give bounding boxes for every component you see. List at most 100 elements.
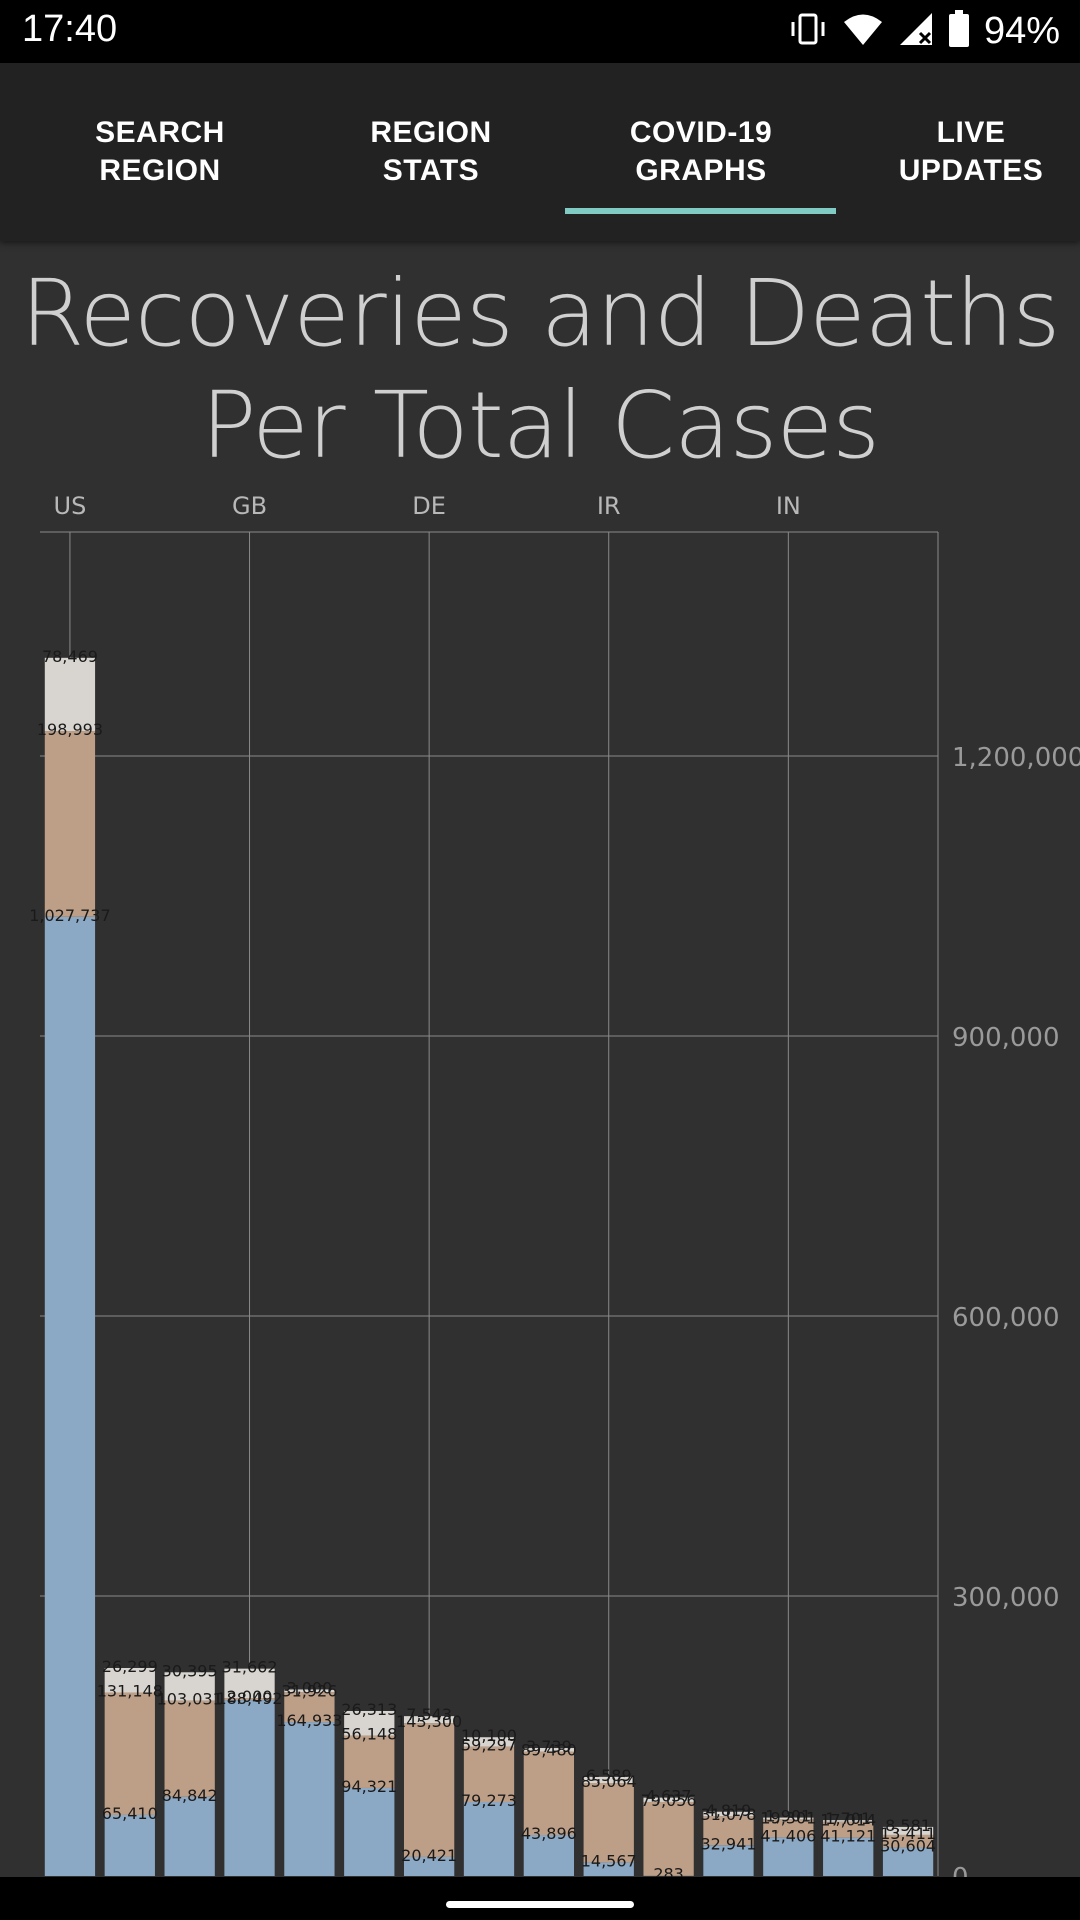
- bar-value-label-recovered: 31,078: [700, 1805, 756, 1824]
- bar-segment-deaths: [44, 657, 96, 732]
- bar-value-label-recovered: 2,000: [227, 1687, 273, 1706]
- bar-value-label-active: 41,121: [820, 1827, 876, 1846]
- bar-value-label-recovered: 31,926: [281, 1681, 337, 1700]
- bar-value-label-recovered: 143,300: [396, 1712, 462, 1731]
- bar-value-label-recovered: 131,148: [97, 1682, 163, 1701]
- bar-segment-recovered: [763, 1819, 814, 1838]
- status-bar: 17:40 94%: [0, 0, 1080, 63]
- bar-segment-deaths: [463, 1737, 515, 1747]
- bar-value-label-recovered: 19,301: [760, 1808, 816, 1827]
- bar-segment-deaths: [583, 1776, 634, 1784]
- bar-segment-active: [284, 1722, 335, 1876]
- wifi-icon: [842, 11, 884, 52]
- bar-segment-recovered: [703, 1816, 754, 1846]
- tab-live-updates[interactable]: LIVE UPDATES: [836, 63, 1080, 241]
- bar-value-label-active: 30,604: [880, 1836, 936, 1855]
- bar-segment-deaths: [403, 1716, 455, 1724]
- tab-label-line2: REGION: [99, 154, 221, 187]
- bar-value-label-active: 164,933: [276, 1711, 342, 1730]
- status-time: 17:40: [22, 8, 118, 50]
- tab-bar: SEARCH REGION REGION STATS COVID-19 GRAPHS …: [0, 63, 1080, 241]
- bar-value-label-deaths: 31,662: [222, 1658, 278, 1677]
- bar-segment-active: [823, 1837, 874, 1876]
- navigation-bar: [0, 1877, 1080, 1920]
- bar-segment-recovered: [523, 1751, 575, 1836]
- bar-value-label-deaths: 8,581: [885, 1816, 931, 1835]
- bar-segment-active: [882, 1847, 934, 1876]
- x-tick-label: IN: [776, 492, 801, 520]
- bar-value-label-recovered: 17,014: [820, 1811, 876, 1830]
- tab-covid-graphs[interactable]: COVID-19 GRAPHS: [566, 63, 836, 241]
- bar-value-label-deaths: 30,395: [162, 1661, 218, 1680]
- cellular-no-data-icon: [898, 11, 934, 52]
- bar-value-label-active: 94,321: [341, 1777, 397, 1796]
- bar-segment-recovered: [403, 1723, 455, 1857]
- bar-segment-active: [403, 1856, 455, 1876]
- tab-label-line1: SEARCH: [95, 116, 225, 149]
- bar-segment-active: [344, 1787, 395, 1876]
- x-tick-label: US: [54, 492, 87, 520]
- bar-segment-recovered: [284, 1692, 335, 1723]
- bar-segment-recovered: [344, 1735, 395, 1788]
- bar-value-label-recovered: 85,064: [581, 1772, 637, 1791]
- bar-segment-active: [523, 1835, 575, 1876]
- tab-label-line2: STATS: [382, 154, 480, 187]
- bar-segment-recovered: [44, 731, 96, 917]
- bar-value-label-recovered: 56,148: [341, 1725, 397, 1744]
- bar-segment-recovered: [643, 1801, 694, 1876]
- tab-search-region[interactable]: SEARCH REGION: [25, 63, 295, 241]
- battery-percent: 94%: [983, 9, 1060, 52]
- bar-value-label-active: 14,567: [581, 1851, 637, 1870]
- bar-value-label-deaths: 6,589: [586, 1766, 632, 1785]
- vibrate-icon: [788, 11, 828, 52]
- tab-label-line2: UPDATES: [898, 154, 1044, 187]
- bar-value-label-deaths: 3,739: [526, 1737, 572, 1756]
- bar-value-label-deaths: 26,299: [102, 1657, 158, 1676]
- bar-segment-recovered: [583, 1783, 634, 1863]
- selected-tab-indicator: [565, 208, 836, 214]
- bar-segment-recovered: [164, 1700, 215, 1797]
- bar-segment-active: [763, 1837, 814, 1876]
- x-tick-label: GB: [232, 492, 267, 520]
- tab-region-stats[interactable]: REGION STATS: [296, 63, 566, 241]
- bar-segment-deaths: [763, 1817, 814, 1820]
- bar-segment-active: [104, 1814, 155, 1876]
- bar-segment-deaths: [344, 1711, 395, 1736]
- bar-value-label-active: 43,896: [521, 1824, 577, 1843]
- bar-segment-active: [164, 1796, 215, 1876]
- bar-segment-recovered: [882, 1834, 934, 1848]
- bar-value-label-active: 84,842: [162, 1786, 218, 1805]
- bar-segment-deaths: [703, 1811, 754, 1817]
- bar-value-label-deaths: 7,543: [406, 1705, 452, 1724]
- bar-segment-active: [703, 1845, 754, 1876]
- battery-icon: [948, 9, 970, 53]
- tab-label-line1: LIVE: [936, 116, 1006, 149]
- bar-value-label-recovered: 89,480: [521, 1741, 577, 1760]
- status-icons: 94%: [788, 8, 1060, 54]
- x-tick-label: DE: [412, 492, 446, 520]
- y-tick-label: 600,000: [952, 1303, 1060, 1333]
- y-tick-label: 900,000: [952, 1023, 1060, 1053]
- bar-value-label-deaths: 10,100: [461, 1726, 517, 1745]
- bar-segment-active: [44, 916, 96, 1876]
- chart-title-line1: Recoveries and Deaths: [20, 260, 1061, 367]
- bar-value-label-deaths: 26,313: [341, 1700, 397, 1719]
- bar-value-label-active: 188,492: [216, 1689, 282, 1708]
- tab-label-line2: GRAPHS: [635, 154, 767, 187]
- bar-value-label-recovered: 59,297: [461, 1736, 517, 1755]
- bar-segment-deaths: [523, 1748, 575, 1752]
- home-gesture-handle[interactable]: [446, 1901, 634, 1908]
- y-tick-label: 1,200,000: [952, 743, 1080, 773]
- chart-title: Recoveries and Deaths Per Total Cases: [0, 258, 1080, 482]
- bar-value-label-deaths: 3,000: [286, 1678, 332, 1697]
- bar-segment-deaths: [284, 1689, 335, 1693]
- y-tick-label: 300,000: [952, 1583, 1060, 1613]
- bar-segment-deaths: [104, 1668, 155, 1693]
- bar-value-label-active: 20,421: [401, 1846, 457, 1865]
- bar-value-label-active: 41,406: [760, 1826, 816, 1845]
- bar-segment-recovered: [104, 1692, 155, 1815]
- bar-segment-deaths: [224, 1668, 275, 1699]
- bar-segment-recovered: [463, 1746, 515, 1803]
- bar-segment-active: [583, 1862, 634, 1876]
